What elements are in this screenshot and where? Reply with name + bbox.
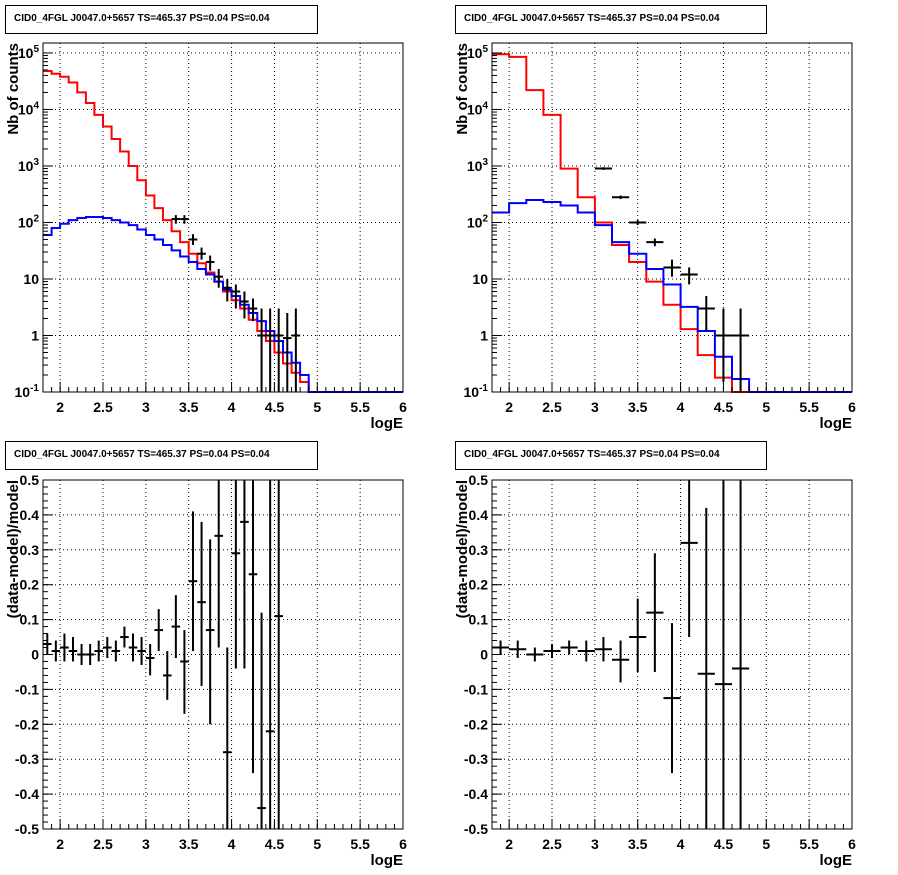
x-axis-title: logE: [371, 852, 404, 869]
x-tick-label: 2.5: [542, 836, 562, 852]
y-tick-label: 105: [18, 44, 40, 61]
y-tick-label: -0.5: [15, 821, 39, 837]
x-tick-label: 3: [591, 399, 599, 415]
y-tick-label: -0.3: [464, 751, 488, 767]
x-tick-label: 6: [399, 836, 407, 852]
y-tick-label: 0.4: [469, 507, 489, 523]
x-tick-label: 4.5: [714, 836, 734, 852]
x-tick-label: 5: [762, 399, 770, 415]
x-tick-label: 5.5: [799, 399, 819, 415]
y-tick-label: 1: [480, 327, 488, 343]
x-tick-label: 4: [228, 836, 236, 852]
y-tick-label: -0.2: [464, 716, 488, 732]
y-tick-label: 10: [23, 271, 39, 287]
x-tick-label: 2.5: [93, 399, 113, 415]
x-axis-title: logE: [371, 415, 404, 432]
x-tick-label: 4: [677, 836, 685, 852]
x-tick-label: 3.5: [179, 836, 199, 852]
x-tick-label: 6: [848, 399, 856, 415]
x-tick-label: 5: [762, 836, 770, 852]
y-tick-label: 104: [18, 100, 40, 117]
x-tick-label: 2: [505, 836, 513, 852]
y-tick-label: 102: [467, 213, 489, 230]
y-axis-title: (data-model)/model: [454, 480, 471, 618]
x-tick-label: 6: [399, 399, 407, 415]
x-tick-label: 3.5: [628, 836, 648, 852]
x-tick-label: 4.5: [265, 836, 285, 852]
y-tick-label: 103: [467, 157, 489, 174]
x-tick-label: 5.5: [350, 399, 370, 415]
x-tick-label: 2: [56, 836, 64, 852]
x-tick-label: 4: [228, 399, 236, 415]
x-tick-label: 3: [591, 836, 599, 852]
y-tick-label: 0: [31, 647, 39, 663]
y-tick-label: 10-1: [15, 383, 40, 400]
counts-plot-fine-bins: 2 2.5 3 3.5 4 4.5 5 5.5 6 10-1 1 10 102 103 104 105 logE…: [5, 42, 407, 432]
x-tick-label: 2.5: [93, 836, 113, 852]
x-tick-label: 5: [313, 836, 321, 852]
x-axis-title: logE: [820, 415, 853, 432]
total-model-histogram: [43, 70, 403, 393]
y-tick-label: 0: [480, 647, 488, 663]
x-tick-label: 3.5: [179, 399, 199, 415]
x-tick-label: 3: [142, 399, 150, 415]
x-tick-label: 2: [56, 399, 64, 415]
y-tick-label: 0.2: [469, 577, 489, 593]
residual-plot-fine-bins: 2 2.5 3 3.5 4 4.5 5 5.5 6 -0.5 -0.4 -0.3 -0.2 -0.1 0 0.…: [5, 472, 407, 869]
y-tick-label: 103: [18, 157, 40, 174]
background-model-histogram: [492, 199, 852, 393]
x-tick-label: 3.5: [628, 399, 648, 415]
plot-title-bottom-right: CID0_4FGL J0047.0+5657 TS=465.37 PS=0.04…: [455, 441, 767, 470]
y-axis-title: Nb of counts: [5, 43, 22, 135]
y-tick-label: 0.1: [20, 612, 40, 628]
x-tick-label: 6: [848, 836, 856, 852]
y-tick-label: 0.5: [469, 472, 489, 488]
y-axis-title: Nb of counts: [454, 43, 471, 135]
plot-title-bottom-left: CID0_4FGL J0047.0+5657 TS=465.37 PS=0.04…: [5, 441, 318, 470]
y-tick-label: 0.1: [469, 612, 489, 628]
x-tick-label: 4.5: [714, 399, 734, 415]
plot-title-top-right: CID0_4FGL J0047.0+5657 TS=465.37 PS=0.04…: [455, 5, 767, 34]
x-tick-label: 2: [505, 399, 513, 415]
x-tick-label: 5.5: [799, 836, 819, 852]
y-tick-label: -0.5: [464, 821, 488, 837]
counts-plot-coarse-bins: 2 2.5 3 3.5 4 4.5 5 5.5 6 10-1 1 10 102 103 104 105 logE…: [454, 42, 856, 432]
y-tick-label: 0.4: [20, 507, 40, 523]
y-tick-label: 105: [467, 44, 489, 61]
y-tick-label: 10-1: [464, 383, 489, 400]
x-tick-label: 3: [142, 836, 150, 852]
y-tick-label: -0.3: [15, 751, 39, 767]
plot-frame: [491, 42, 853, 393]
y-tick-label: -0.1: [15, 681, 39, 697]
background-model-histogram: [43, 216, 403, 393]
x-tick-label: 4.5: [265, 399, 285, 415]
y-tick-label: 0.3: [20, 542, 40, 558]
y-tick-label: -0.2: [15, 716, 39, 732]
x-tick-label: 5.5: [350, 836, 370, 852]
y-axis-title: (data-model)/model: [5, 480, 22, 618]
y-tick-label: 10: [472, 271, 488, 287]
y-tick-label: -0.1: [464, 681, 488, 697]
y-tick-label: 0.3: [469, 542, 489, 558]
y-tick-label: 104: [467, 100, 489, 117]
y-tick-label: -0.4: [15, 786, 39, 802]
x-tick-label: 4: [677, 399, 685, 415]
y-tick-label: 0.2: [20, 577, 40, 593]
x-axis-title: logE: [820, 852, 853, 869]
x-tick-label: 2.5: [542, 399, 562, 415]
y-tick-label: 0.5: [20, 472, 40, 488]
y-tick-label: 1: [31, 327, 39, 343]
y-tick-label: -0.4: [464, 786, 488, 802]
plot-title-top-left: CID0_4FGL J0047.0+5657 TS=465.37 PS=0.04…: [5, 5, 318, 34]
total-model-histogram: [492, 53, 852, 393]
x-tick-label: 5: [313, 399, 321, 415]
residual-plot-coarse-bins: 2 2.5 3 3.5 4 4.5 5 5.5 6 -0.5 -0.4 -0.3 -0.2 -0.1 0 0.…: [454, 472, 856, 869]
y-tick-label: 102: [18, 213, 40, 230]
